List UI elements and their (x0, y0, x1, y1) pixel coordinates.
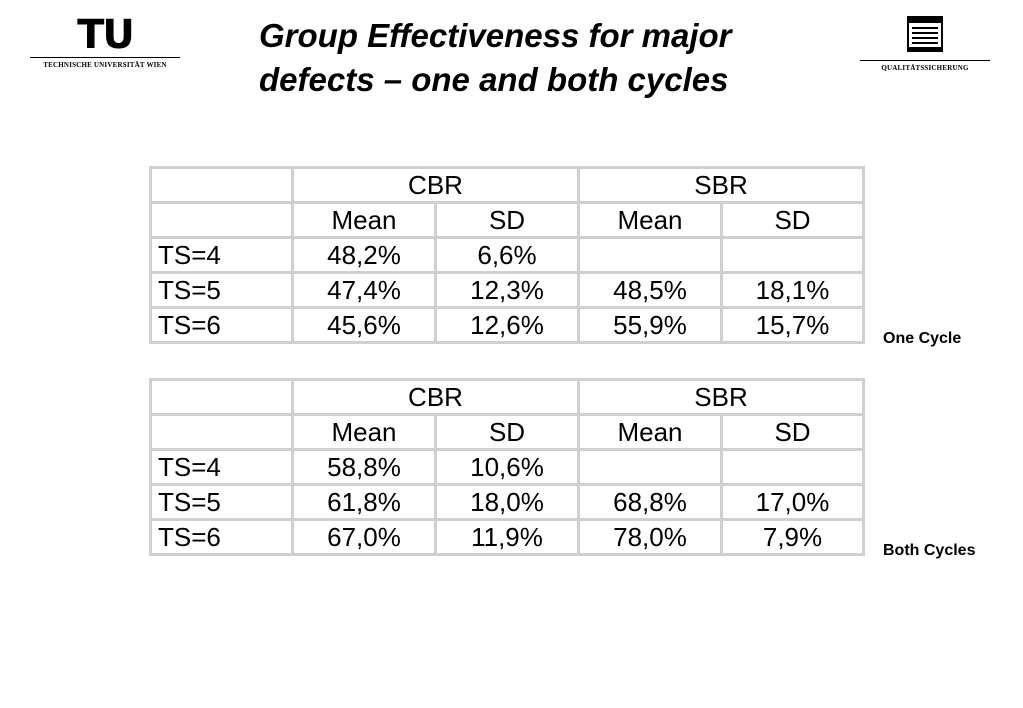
data-cell: 18,1% (720, 271, 865, 309)
table-row: TS=4 58,8% 10,6% (149, 448, 865, 486)
subheader-cell: SD (720, 413, 865, 451)
data-cell (577, 448, 723, 486)
table-row: TS=6 45,6% 12,6% 55,9% 15,7% (149, 306, 865, 344)
table-row: TS=5 61,8% 18,0% 68,8% 17,0% (149, 483, 865, 521)
data-cell: 48,2% (291, 236, 437, 274)
data-cell (720, 236, 865, 274)
caption-one-cycle: One Cycle (883, 330, 962, 347)
group-header-cbr: CBR (291, 378, 580, 416)
tu-logo-caption: TECHNISCHE UNIVERSITÄT WIEN (43, 61, 167, 69)
subheader-cell: SD (434, 413, 580, 451)
data-cell: 11,9% (434, 518, 580, 556)
logo-divider (860, 60, 990, 61)
data-cell: 15,7% (720, 306, 865, 344)
data-cell: 67,0% (291, 518, 437, 556)
data-cell: 45,6% (291, 306, 437, 344)
corner-cell (149, 378, 294, 416)
subheader-cell: Mean (577, 201, 723, 239)
subheader-row: Mean SD Mean SD (149, 201, 865, 239)
corner-cell (149, 413, 294, 451)
data-cell: 58,8% (291, 448, 437, 486)
table-row: TS=5 47,4% 12,3% 48,5% 18,1% (149, 271, 865, 309)
subheader-cell: Mean (291, 201, 437, 239)
data-cell: 18,0% (434, 483, 580, 521)
row-label: TS=4 (149, 448, 294, 486)
row-label: TS=4 (149, 236, 294, 274)
row-label: TS=6 (149, 518, 294, 556)
row-label: TS=5 (149, 271, 294, 309)
page-title: Group Effectiveness for major defects – … (259, 14, 819, 102)
data-cell: 47,4% (291, 271, 437, 309)
data-cell (720, 448, 865, 486)
page-title-line-1: Group Effectiveness for major (259, 17, 732, 54)
group-header-sbr: SBR (577, 378, 865, 416)
row-label: TS=5 (149, 483, 294, 521)
data-cell (577, 236, 723, 274)
group-header-cbr: CBR (291, 166, 580, 204)
row-label: TS=6 (149, 306, 294, 344)
tu-logo-mark: TU (77, 12, 135, 58)
page-title-line-2: defects – one and both cycles (259, 61, 729, 98)
tu-wien-logo: TU TECHNISCHE UNIVERSITÄT WIEN (30, 12, 180, 69)
data-cell: 78,0% (577, 518, 723, 556)
qualitaetssicherung-logo: QUALITÄTSSICHERUNG (860, 16, 990, 72)
data-cell: 10,6% (434, 448, 580, 486)
data-cell: 7,9% (720, 518, 865, 556)
logo-divider (30, 57, 180, 58)
subheader-row: Mean SD Mean SD (149, 413, 865, 451)
group-header-row: CBR SBR (149, 166, 865, 204)
table-row: TS=4 48,2% 6,6% (149, 236, 865, 274)
corner-cell (149, 201, 294, 239)
caption-both-cycles: Both Cycles (883, 542, 976, 559)
data-cell: 17,0% (720, 483, 865, 521)
data-cell: 61,8% (291, 483, 437, 521)
qs-logo-caption: QUALITÄTSSICHERUNG (881, 64, 969, 72)
document-stack-icon (907, 16, 943, 52)
corner-cell (149, 166, 294, 204)
subheader-cell: SD (720, 201, 865, 239)
table-row: TS=6 67,0% 11,9% 78,0% 7,9% (149, 518, 865, 556)
group-header-sbr: SBR (577, 166, 865, 204)
data-cell: 55,9% (577, 306, 723, 344)
group-header-row: CBR SBR (149, 378, 865, 416)
subheader-cell: Mean (291, 413, 437, 451)
table-both-cycles: CBR SBR Mean SD Mean SD TS=4 58,8% 10,6%… (149, 378, 865, 556)
table-one-cycle: CBR SBR Mean SD Mean SD TS=4 48,2% 6,6% … (149, 166, 865, 344)
data-cell: 48,5% (577, 271, 723, 309)
data-cell: 68,8% (577, 483, 723, 521)
subheader-cell: SD (434, 201, 580, 239)
subheader-cell: Mean (577, 413, 723, 451)
data-cell: 12,6% (434, 306, 580, 344)
data-cell: 6,6% (434, 236, 580, 274)
data-cell: 12,3% (434, 271, 580, 309)
